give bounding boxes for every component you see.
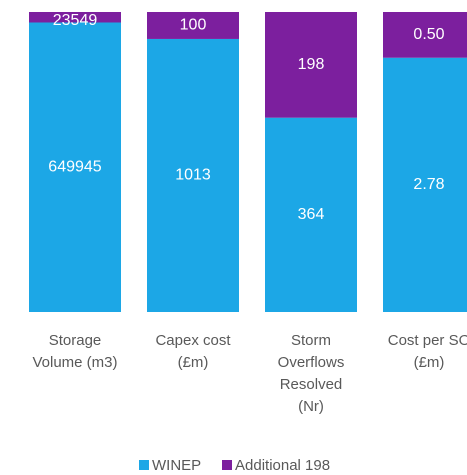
category-label-4: Cost per SO (£m)	[388, 332, 467, 371]
category-label-line: Storm	[291, 332, 331, 349]
category-label-line: Volume (m3)	[32, 354, 117, 371]
bar-labels-layer: 649945 23549 1013 100 364 198 2.78 0.50	[48, 12, 444, 223]
data-label-winep-3: 364	[298, 206, 325, 223]
data-label-winep-2: 1013	[175, 167, 211, 184]
data-label-additional-198-4: 0.50	[413, 26, 444, 43]
category-label-line: Overflows	[278, 354, 345, 371]
bar-additional-198-3	[265, 12, 357, 118]
data-label-additional-198-3: 198	[298, 56, 325, 73]
legend-swatch-winep	[139, 460, 149, 470]
bars-layer	[29, 12, 467, 313]
category-label-line: (Nr)	[298, 398, 324, 415]
data-label-winep-1: 649945	[48, 158, 101, 175]
bar-additional-198-1	[29, 12, 121, 23]
data-label-additional-198-1: 23549	[53, 12, 98, 29]
bar-additional-198-4	[383, 12, 467, 58]
category-label-2: Capex cost (£m)	[155, 332, 231, 371]
data-label-additional-198-2: 100	[180, 17, 207, 34]
category-label-line: (£m)	[414, 354, 445, 371]
bar-winep-4	[383, 57, 467, 313]
category-labels-layer: Storage Volume (m3) Capex cost (£m) Storm Ove…	[32, 332, 467, 415]
data-label-winep-4: 2.78	[413, 176, 444, 193]
category-label-line: Cost per SO	[388, 332, 467, 349]
category-label-line: Resolved	[280, 376, 343, 393]
legend-swatch-additional-198	[222, 460, 232, 470]
category-label-line: Capex cost	[155, 332, 231, 349]
legend-label-winep: WINEP	[152, 457, 201, 474]
legend-label-additional-198: Additional 198	[235, 457, 330, 474]
category-label-line: Storage	[49, 332, 102, 349]
bar-additional-198-2	[147, 12, 239, 39]
category-label-1: Storage Volume (m3)	[32, 332, 117, 371]
bar-winep-1	[29, 22, 121, 313]
bar-winep-3	[265, 117, 357, 313]
legend: WINEP Additional 198	[139, 457, 330, 474]
bar-winep-2	[147, 38, 239, 313]
category-label-3: Storm Overflows Resolved (Nr)	[278, 332, 345, 415]
category-label-line: (£m)	[178, 354, 209, 371]
